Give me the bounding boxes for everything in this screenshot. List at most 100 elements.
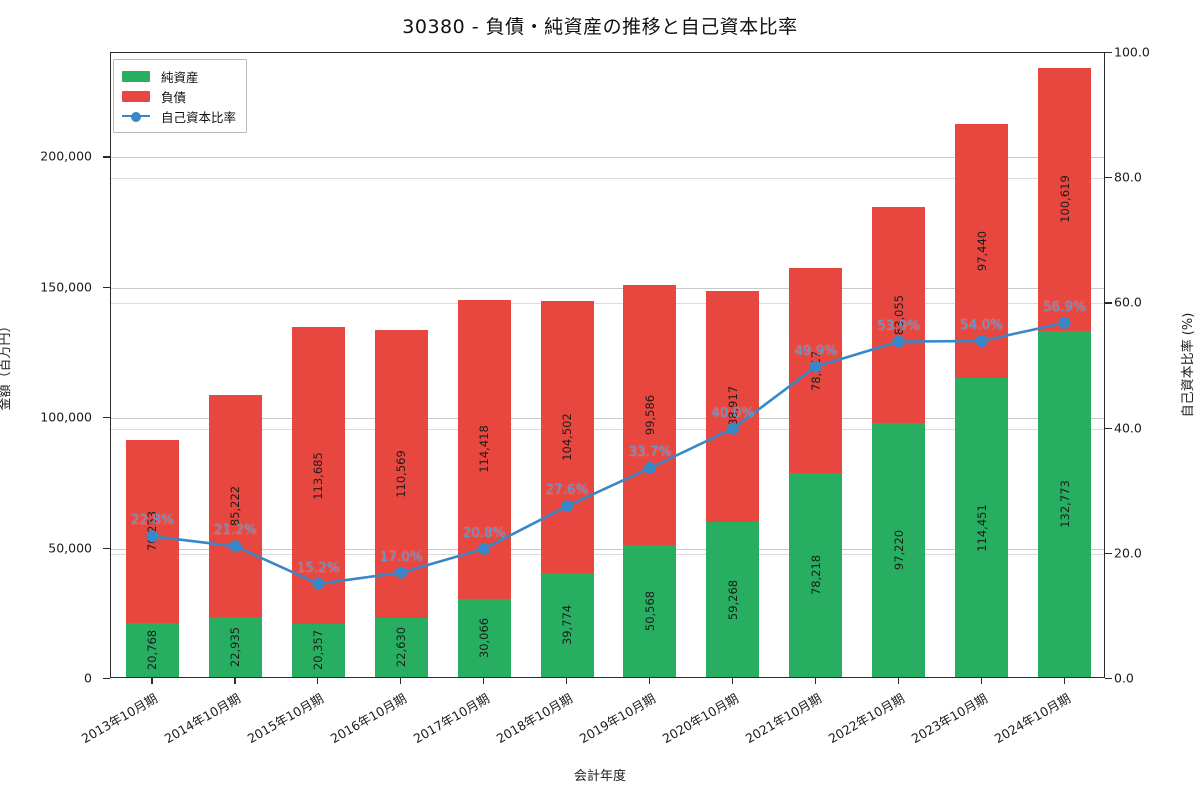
y-axis-right-tick-mark [1105, 552, 1112, 554]
ratio-value-label: 56.9% [1043, 298, 1086, 315]
grid-line [111, 418, 1104, 420]
chart-title: 30380 - 負債・純資産の推移と自己資本比率 [402, 16, 798, 38]
bar-stack: 114,451 97,440 [955, 124, 1009, 677]
bar-segment-debt: 83,055 [872, 206, 926, 424]
bar-segment-equity: 39,774 [540, 573, 594, 677]
grid-line-secondary [111, 428, 1104, 430]
y-axis-left-tick: 150,000 [40, 279, 92, 295]
x-axis-tick-mark [317, 678, 319, 684]
y-axis-right-tick-mark [1105, 678, 1112, 680]
legend-label: 自己資本比率 [161, 109, 237, 125]
bar-stack: 97,220 83,055 [872, 206, 926, 677]
y-axis-right-tick-mark [1105, 302, 1112, 304]
bar-segment-equity: 78,218 [789, 472, 843, 677]
ratio-line-marker [644, 462, 656, 474]
bar-segment-equity: 97,220 [872, 423, 926, 677]
x-axis-label: 会計年度 [573, 769, 626, 784]
ratio-value-label: 49.9% [794, 342, 838, 359]
ratio-line-marker [975, 335, 988, 347]
x-axis-tick-mark [400, 678, 402, 684]
bar-segment-debt: 85,222 [208, 394, 262, 618]
ratio-value-label: 53.9% [877, 317, 921, 334]
bar-stack: 20,76870,253 [125, 439, 179, 677]
legend-label: 純資産 [161, 69, 199, 85]
y-axis-right-tick-mark [1105, 427, 1112, 429]
grid-line [111, 157, 1104, 159]
ratio-value-label: 33.7% [628, 444, 672, 461]
ratio-value-label: 21.2% [213, 522, 257, 539]
bar-stack: 20,357 113,685 [291, 327, 345, 677]
bar-segment-equity: 132,773 [1038, 330, 1092, 677]
legend-item[interactable]: 負債 [122, 86, 236, 106]
x-axis-tick-mark [234, 678, 236, 684]
grid-line-secondary [111, 553, 1104, 555]
ratio-line-layer [111, 53, 1104, 677]
y-axis-left-tick-mark [103, 417, 110, 419]
legend-swatch [122, 90, 150, 102]
y-axis-right-tick: 100.0 [1114, 44, 1150, 60]
grid-line-secondary [111, 178, 1104, 180]
ratio-value-label: 22.8% [131, 512, 174, 529]
y-axis-right-tick: 80.0 [1114, 169, 1142, 185]
y-axis-left-tick-mark [103, 156, 110, 158]
bar-segment-equity: 59,268 [706, 522, 760, 677]
ratio-line-marker [809, 360, 822, 373]
bar-stack: 22,935 85,222 [208, 394, 262, 677]
ratio-value-label: 20.8% [462, 524, 506, 541]
bar-segment-equity: 114,451 [955, 378, 1009, 677]
y-axis-left-tick-mark [103, 547, 110, 549]
bar-stack: 59,268 88,917 [706, 290, 760, 677]
y-axis-left-tick-mark [103, 286, 110, 288]
y-axis-left-tick: 0 [84, 670, 92, 686]
ratio-line-svg [146, 316, 1071, 590]
x-axis-tick-mark [980, 678, 982, 684]
ratio-line-path [152, 321, 1065, 586]
bar-segment-equity: 50,568 [623, 545, 677, 677]
chart-legend: 純資産 負債自己資本比率 [113, 59, 248, 133]
ratio-value-label: 27.6% [545, 482, 589, 499]
y-axis-right-label: 自己資本比率 (%) [1181, 312, 1196, 418]
ratio-line-marker [1058, 316, 1071, 329]
ratio-line-marker [229, 540, 242, 553]
y-axis-right-tick: 60.0 [1114, 294, 1142, 310]
ratio-value-label: 17.0% [379, 548, 423, 565]
grid-line [111, 548, 1104, 550]
x-axis-tick-mark [151, 678, 153, 684]
y-axis-right-tick: 0.0 [1114, 670, 1134, 686]
bar-segment-debt: 99,586 [623, 285, 677, 546]
x-axis-tick-mark [566, 678, 568, 684]
ratio-value-label: 54.0% [960, 316, 1004, 333]
ratio-line-marker [395, 566, 408, 579]
legend-swatch [122, 70, 150, 82]
x-axis-tick-mark [897, 678, 899, 684]
value-label-layer: 22.8% 21.2% 15.2% 17.0% 20.8% 27.6% 33.7% 40.0%… [111, 53, 1104, 677]
ratio-line-marker [146, 530, 159, 543]
y-axis-left-tick-mark [103, 678, 110, 680]
x-axis-tick-mark [1063, 678, 1065, 684]
legend-item[interactable]: 純資産 [122, 66, 236, 86]
bar-stack: 39,774 104,502 [540, 300, 594, 677]
x-axis-tick-mark [483, 678, 485, 684]
x-axis-tick-mark [731, 678, 734, 684]
y-axis-right-tick: 20.0 [1114, 545, 1142, 561]
y-axis-right-tick-mark [1105, 177, 1112, 179]
bar-stack: 50,568 99,586 [623, 285, 677, 677]
bar-segment-equity: 22,630 [374, 617, 428, 677]
legend-item[interactable]: 自己資本比率 [122, 106, 236, 126]
bar-stack: 78,21878,517 [789, 268, 843, 677]
bar-segment-equity: 20,768 [125, 622, 179, 677]
ratio-line-marker [561, 500, 573, 513]
grid-line [111, 287, 1104, 289]
y-axis-left-label: 金額（百万円） [0, 319, 13, 411]
x-axis-tick-mark [648, 678, 651, 684]
ratio-value-label: 15.2% [296, 559, 340, 576]
y-axis-right-tick-mark [1105, 52, 1112, 54]
bar-segment-equity: 20,357 [291, 623, 345, 677]
bar-segment-debt: 100,619 [1038, 68, 1092, 331]
bar-segment-debt: 88,917 [706, 290, 760, 523]
bar-stack: 132,773 100,619 [1038, 68, 1092, 677]
bar-segment-equity: 22,935 [208, 617, 262, 677]
